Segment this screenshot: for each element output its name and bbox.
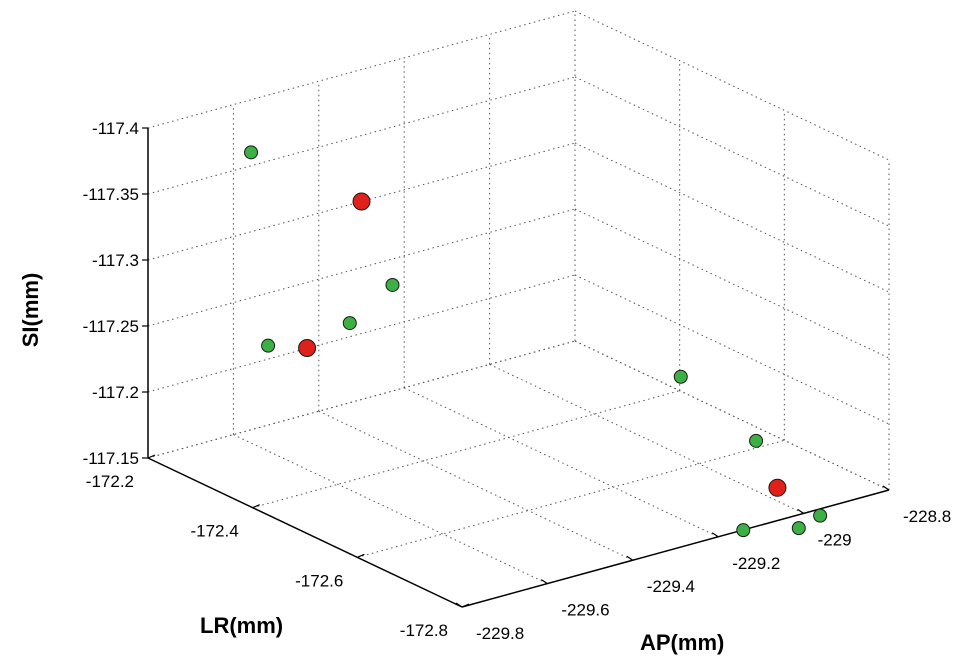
y-tick-mark xyxy=(541,579,548,585)
grid-line xyxy=(318,410,634,561)
grid-line xyxy=(252,390,680,509)
green-data-point xyxy=(736,523,751,538)
grid-line xyxy=(147,208,576,327)
y-axis-title: AP(mm) xyxy=(640,630,724,655)
z-tick-label: -117.2 xyxy=(92,383,139,402)
grid-line xyxy=(574,76,890,227)
grid-line xyxy=(147,10,576,129)
grid-line xyxy=(233,434,548,585)
axes xyxy=(142,127,890,608)
y-tick-label: -228.8 xyxy=(903,507,951,526)
green-data-point xyxy=(385,277,400,292)
x-tick-label: -172.8 xyxy=(400,621,448,640)
grid-line xyxy=(574,142,890,293)
y-tick-mark xyxy=(711,532,719,538)
x-tick-label: -172.6 xyxy=(295,571,343,590)
x-tick-mark xyxy=(357,553,365,558)
x-tick-mark xyxy=(147,454,156,459)
y-tick-label: -229.4 xyxy=(647,577,695,596)
grid-line xyxy=(574,340,890,491)
grid xyxy=(147,10,890,608)
y-tick-mark xyxy=(797,508,804,514)
y-tick-label: -229.8 xyxy=(476,624,524,643)
grid-line xyxy=(403,387,719,538)
z-tick-label: -117.3 xyxy=(92,251,139,270)
z-axis-title: SI(mm) xyxy=(18,273,43,348)
red-data-point xyxy=(768,478,787,497)
x-tick-label: -172.4 xyxy=(190,522,238,541)
tick-labels: -117.15 -117.2 -117.25 -117.3 -117.35 -117.4 -… xyxy=(83,119,952,643)
grid-line xyxy=(147,76,576,195)
grid-line xyxy=(574,274,890,425)
x-tick-mark xyxy=(461,603,470,608)
x-tick-mark xyxy=(252,504,260,509)
z-tick-label: -117.15 xyxy=(83,449,139,468)
grid-line xyxy=(574,208,890,359)
green-data-point xyxy=(791,521,806,536)
x-axis-title: LR(mm) xyxy=(200,613,283,638)
red-data-point xyxy=(298,338,317,357)
green-data-point xyxy=(261,338,276,353)
green-data-point xyxy=(813,508,828,523)
red-data-point xyxy=(352,192,371,211)
z-tick-label: -117.35 xyxy=(83,185,139,204)
z-tick-label: -117.4 xyxy=(92,119,139,138)
z-tick-label: -117.25 xyxy=(83,317,139,336)
grid-line xyxy=(147,274,576,393)
y-tick-label: -229 xyxy=(818,530,852,549)
grid-line xyxy=(147,340,576,459)
x-axis-line xyxy=(147,457,463,608)
y-tick-label: -229.2 xyxy=(732,554,780,573)
green-data-point xyxy=(244,145,259,160)
grid-line xyxy=(357,439,785,558)
y-tick-mark xyxy=(455,602,463,608)
green-data-point xyxy=(342,316,357,331)
green-data-point xyxy=(749,433,764,448)
data-points xyxy=(244,145,828,538)
x-tick-label: -172.2 xyxy=(86,472,134,491)
grid-line xyxy=(574,10,890,161)
y-tick-mark xyxy=(626,555,634,561)
y-tick-label: -229.6 xyxy=(561,601,609,620)
green-data-point xyxy=(673,369,688,384)
y-tick-mark xyxy=(882,485,890,491)
